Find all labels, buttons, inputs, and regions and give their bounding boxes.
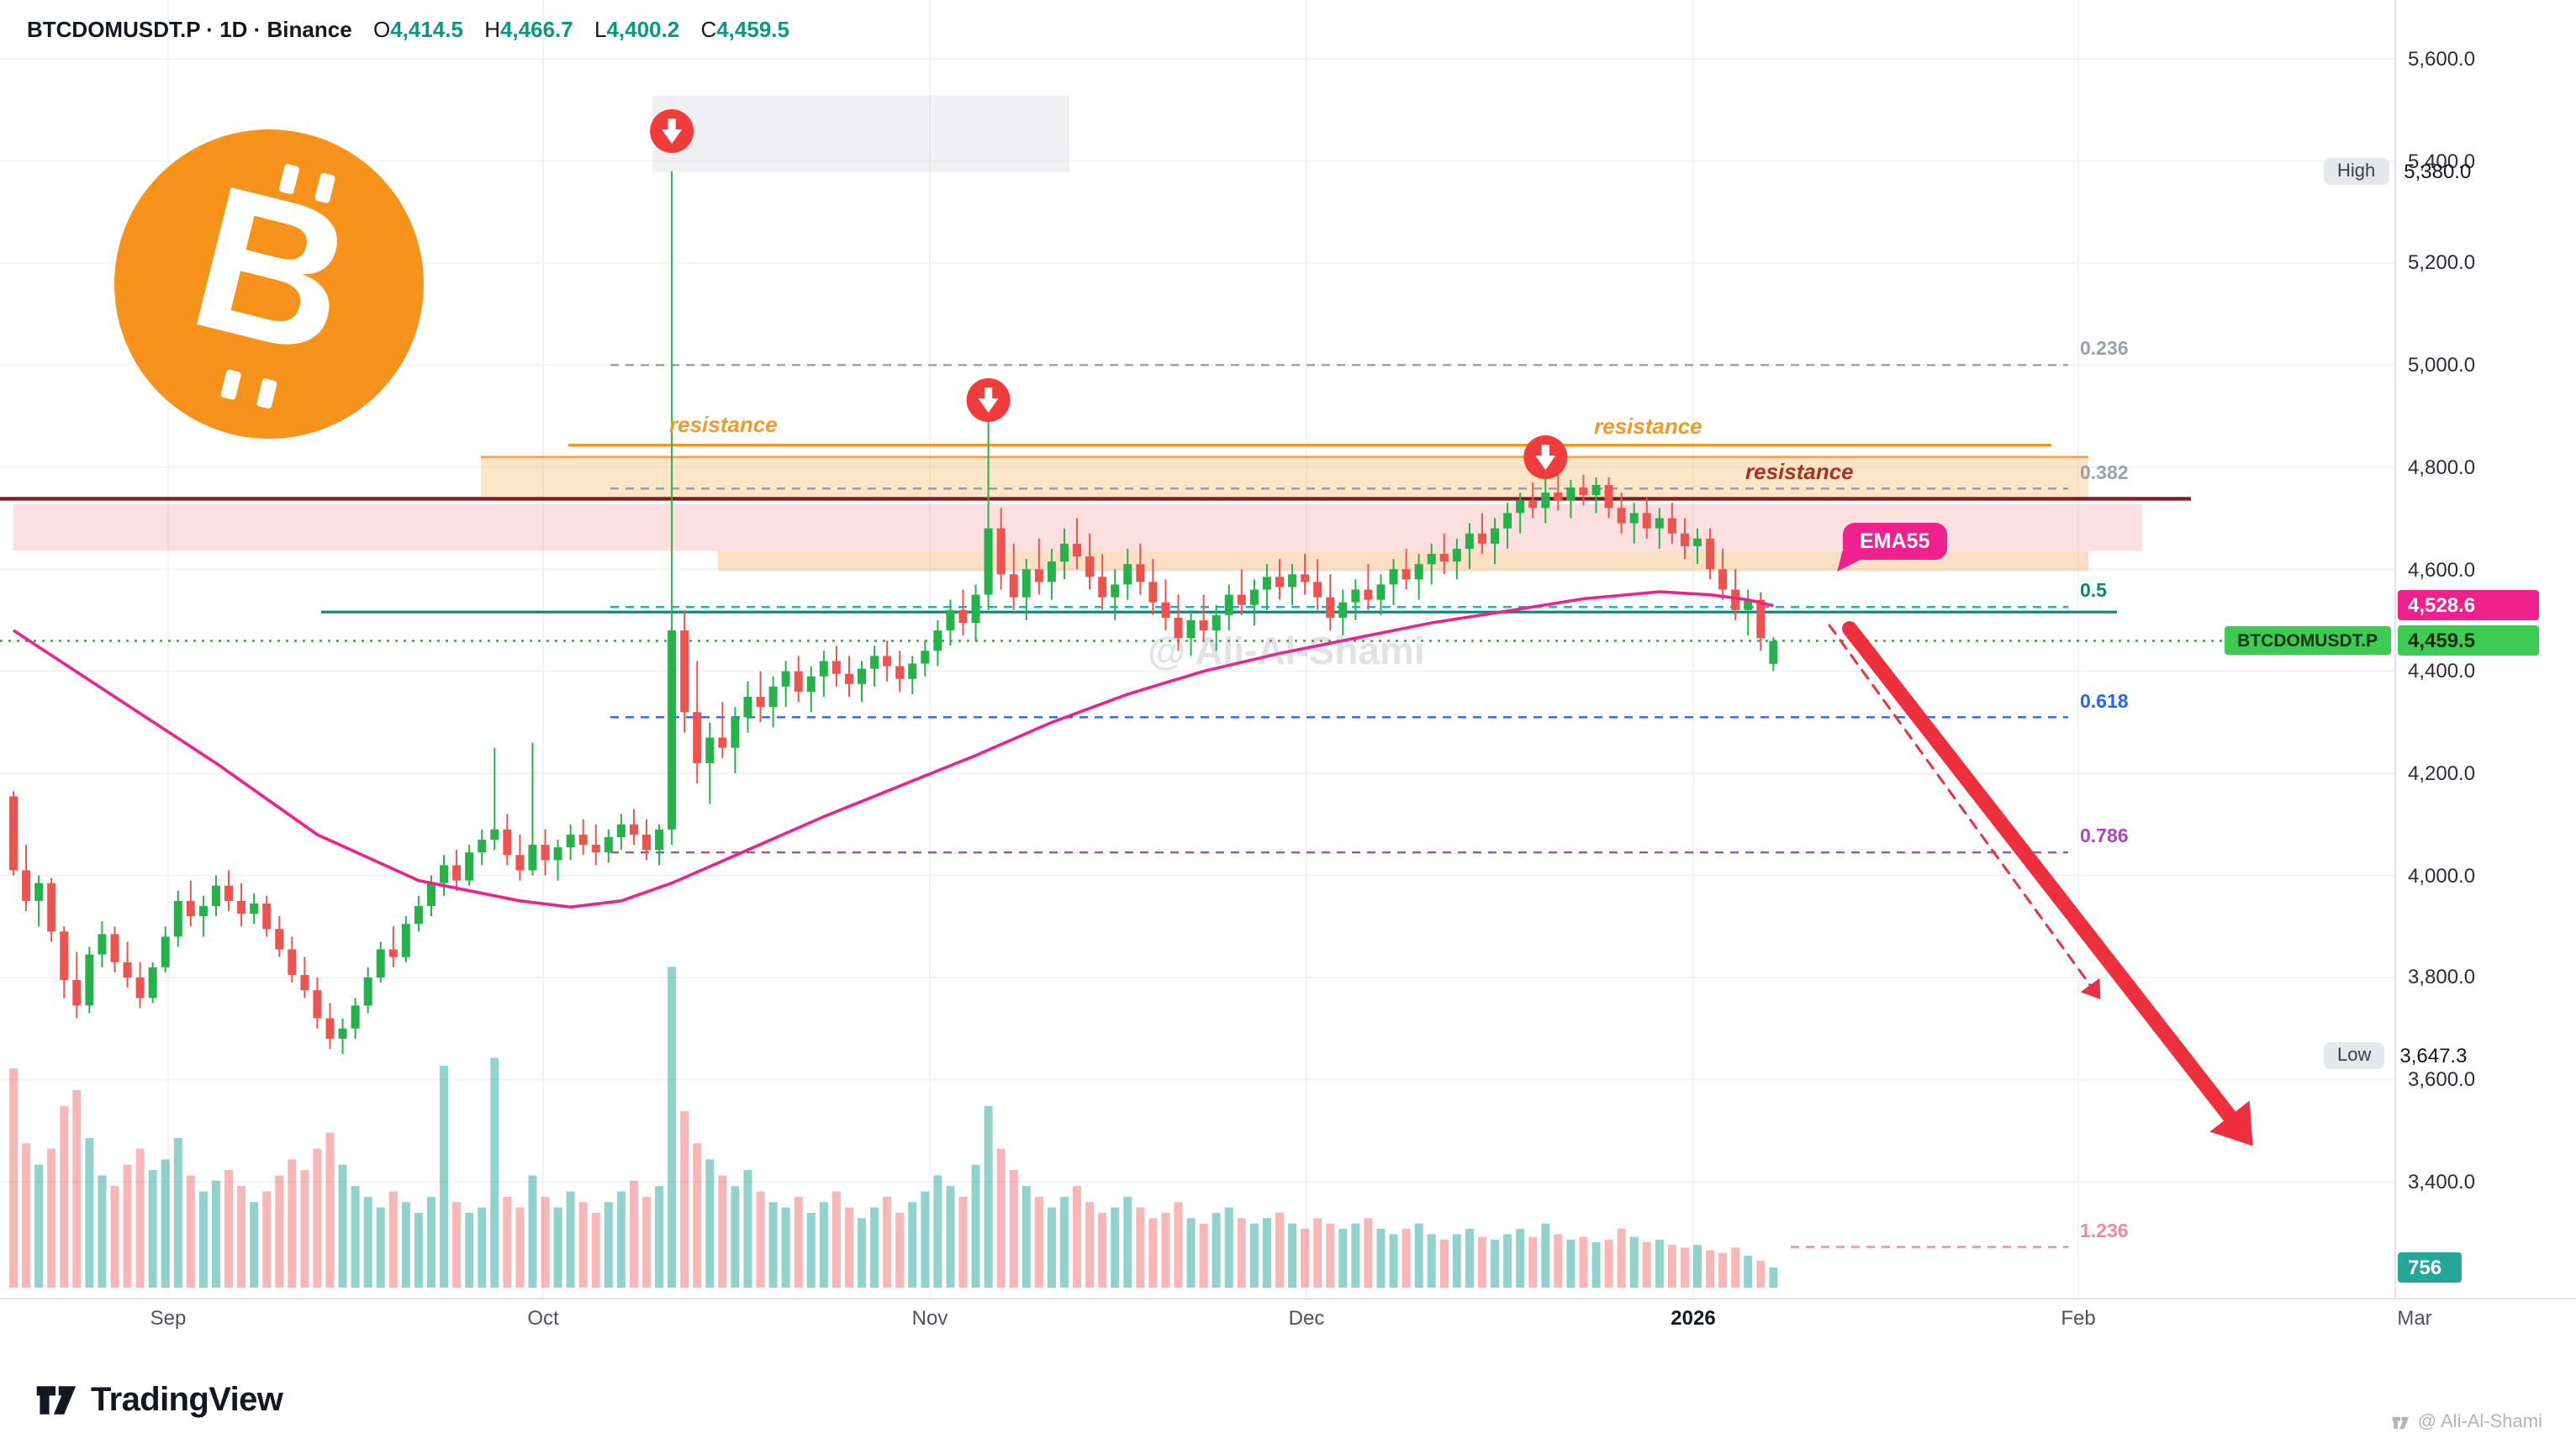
volume-value-chip: 756 (2398, 1252, 2462, 1283)
projection-arrow-dashed (1828, 624, 2101, 1000)
time-axis-label: Feb (2061, 1306, 2096, 1330)
sell-signal-marker-icon (650, 109, 694, 153)
time-axis-label: Nov (911, 1306, 948, 1330)
ema-price-chip: 4,528.6 (2398, 590, 2539, 621)
ema55-callout: EMA55 (1843, 523, 1947, 560)
price-axis-label: 5,400.0 (2408, 149, 2476, 173)
time-axis-label: 2026 (1671, 1306, 1716, 1330)
price-axis-label: 4,400.0 (2408, 659, 2476, 683)
price-axis-label: 3,800.0 (2408, 965, 2476, 989)
horizontal-levels (0, 364, 2394, 1248)
tradingview-brand-text: TradingView (91, 1381, 283, 1418)
ema55-line (13, 590, 1774, 909)
time-axis-label: Dec (1288, 1306, 1325, 1330)
time-axis-border (0, 1298, 2576, 1299)
sell-signal-marker-icon (1523, 435, 1568, 479)
high-badge: High 5,380.0 (2324, 157, 2472, 185)
price-axis-label: 4,200.0 (2408, 762, 2476, 786)
high-badge-pill: High (2324, 157, 2389, 185)
price-axis-label: 5,200.0 (2408, 250, 2476, 275)
resistance-label-1: resistance (669, 412, 778, 437)
symbol-title[interactable]: BTCDOMUSDT.P · 1D · Binance (27, 17, 352, 42)
time-axis-label: Mar (2397, 1306, 2432, 1330)
fib-label-0.618: 0.618 (2080, 692, 2129, 713)
resistance-zones (13, 95, 2142, 572)
low-value: 4,400.2 (606, 17, 680, 42)
price-axis-label: 4,000.0 (2408, 863, 2476, 888)
grid-lines (0, 0, 2394, 1298)
fib-label-0.786: 0.786 (2080, 827, 2129, 848)
resistance-label-2: resistance (1594, 414, 1702, 439)
high-label: H (484, 17, 500, 42)
last-price-chip: 4,459.5 (2398, 625, 2539, 656)
volume-bars (9, 967, 1778, 1288)
low-badge: Low 3,647.3 (2324, 1041, 2468, 1069)
close-label: C (700, 17, 717, 42)
symbol-info-bar[interactable]: BTCDOMUSDT.P · 1D · Binance O4,414.5 H4,… (27, 17, 789, 42)
time-axis-label: Sep (150, 1306, 187, 1330)
price-axis-border (2394, 0, 2396, 1298)
price-axis-label: 4,800.0 (2408, 455, 2476, 479)
low-badge-pill: Low (2324, 1041, 2385, 1069)
time-axis-label: Oct (527, 1306, 559, 1330)
price-axis-label: 3,600.0 (2408, 1067, 2476, 1092)
tradingview-logo[interactable]: TradingView (34, 1378, 283, 1422)
chart-credit: @ Ali-Al-Shami (2391, 1412, 2542, 1432)
high-badge-value: 5,380.0 (2404, 159, 2472, 183)
price-axis-label: 3,400.0 (2408, 1169, 2476, 1194)
sell-signal-marker-icon (966, 378, 1011, 422)
credit-text: @ Ali-Al-Shami (2417, 1412, 2542, 1432)
open-label: O (372, 17, 391, 42)
price-axis-label: 5,600.0 (2408, 47, 2476, 71)
author-watermark: @ Ali-Al-Shami (1148, 629, 1425, 672)
fib-label-0.5: 0.5 (2080, 582, 2107, 603)
candles-layer (9, 171, 1778, 1055)
close-value: 4,459.5 (716, 17, 789, 42)
low-label: L (594, 17, 607, 42)
last-price-symbol-chip: BTCDOMUSDT.P (2224, 626, 2391, 656)
open-value: 4,414.5 (390, 17, 463, 42)
sell-pressure-arrow (1842, 621, 2253, 1146)
tradingview-mark-icon (36, 1386, 77, 1415)
high-value: 4,466.7 (499, 17, 573, 42)
price-axis-label: 5,000.0 (2408, 353, 2476, 377)
resistance-label-3: resistance (1745, 459, 1854, 484)
price-axis-label: 4,600.0 (2408, 557, 2476, 582)
bitcoin-logo: B (114, 129, 424, 439)
tradingview-mark-icon (2392, 1415, 2409, 1429)
fib-label-0.382: 0.382 (2080, 463, 2129, 484)
fib-label-1.236: 1.236 (2080, 1221, 2129, 1242)
fib-label-0.236: 0.236 (2080, 340, 2129, 361)
low-badge-value: 3,647.3 (2399, 1043, 2468, 1067)
